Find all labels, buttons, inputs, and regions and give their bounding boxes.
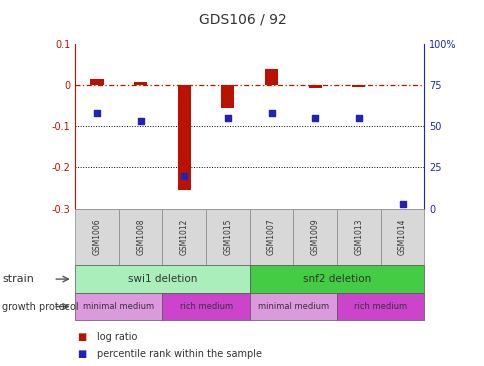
Bar bbox=[264, 69, 278, 85]
Text: percentile rank within the sample: percentile rank within the sample bbox=[97, 349, 261, 359]
Text: swi1 deletion: swi1 deletion bbox=[127, 274, 197, 284]
Text: rich medium: rich medium bbox=[353, 302, 407, 311]
Bar bbox=[90, 79, 103, 85]
Text: GSM1009: GSM1009 bbox=[310, 219, 319, 255]
Bar bbox=[221, 85, 234, 108]
Text: snf2 deletion: snf2 deletion bbox=[302, 274, 370, 284]
Text: GSM1013: GSM1013 bbox=[354, 219, 363, 255]
Text: GSM1012: GSM1012 bbox=[180, 219, 188, 255]
Text: ■: ■ bbox=[77, 332, 87, 342]
Point bbox=[311, 115, 318, 121]
Text: log ratio: log ratio bbox=[97, 332, 137, 342]
Text: minimal medium: minimal medium bbox=[83, 302, 154, 311]
Point bbox=[180, 173, 188, 179]
Text: GSM1008: GSM1008 bbox=[136, 219, 145, 255]
Text: growth protocol: growth protocol bbox=[2, 302, 79, 311]
Text: GSM1006: GSM1006 bbox=[92, 219, 101, 255]
Text: GSM1015: GSM1015 bbox=[223, 219, 232, 255]
Point bbox=[93, 110, 101, 116]
Text: GDS106 / 92: GDS106 / 92 bbox=[198, 13, 286, 27]
Bar bbox=[177, 85, 190, 190]
Text: GSM1014: GSM1014 bbox=[397, 219, 406, 255]
Text: ■: ■ bbox=[77, 349, 87, 359]
Point bbox=[354, 115, 362, 121]
Point bbox=[136, 119, 144, 124]
Bar bbox=[134, 82, 147, 85]
Point bbox=[267, 110, 275, 116]
Point bbox=[398, 201, 406, 207]
Text: strain: strain bbox=[2, 274, 34, 284]
Bar bbox=[351, 85, 364, 87]
Text: rich medium: rich medium bbox=[179, 302, 232, 311]
Text: minimal medium: minimal medium bbox=[257, 302, 328, 311]
Bar bbox=[308, 85, 321, 89]
Point bbox=[224, 115, 231, 121]
Text: GSM1007: GSM1007 bbox=[267, 219, 275, 255]
